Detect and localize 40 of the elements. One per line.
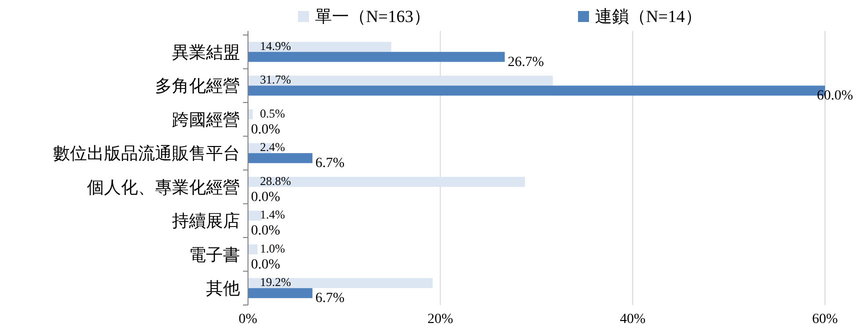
data-label: 6.7% [315,291,345,306]
bar [248,76,553,86]
bar [248,52,505,62]
data-label: 0.0% [251,122,280,138]
bar [248,176,525,187]
bar [248,210,262,221]
x-tick-label: 60% [812,312,838,326]
legend-label: 連鎖（N=14） [595,7,702,26]
legend-label: 單一（N=163） [315,7,430,26]
data-label: 19.2% [260,275,291,290]
data-label: 31.7% [260,72,291,87]
bar [248,109,253,120]
y-tick-label: 其他 [206,279,240,298]
data-label: 14.9% [260,38,291,53]
data-label: 2.4% [260,140,285,154]
x-tick-label: 0% [238,312,258,326]
data-label: 1.0% [260,241,285,256]
data-label: 1.4% [260,208,285,222]
data-label: 6.7% [315,156,345,172]
data-label: 0.5% [260,106,285,120]
y-tick-label: 持續展店 [172,212,240,231]
data-label: 28.8% [260,174,291,188]
bar [248,288,312,298]
x-tick-label: 40% [620,312,646,326]
y-tick-label: 跨國經營 [172,110,240,130]
y-tick-label: 多角化經營 [155,76,240,96]
data-label: 0.0% [251,190,280,205]
x-tick-label: 20% [427,312,454,326]
y-tick-label: 數位出版品流通販售平台 [53,144,240,164]
bar [248,42,392,52]
data-label: 0.0% [251,257,280,272]
y-tick-label: 個人化、專業化經營 [87,178,240,197]
y-tick-label: 電子書 [189,245,240,264]
bar [248,278,433,288]
data-label: 60.0% [816,88,854,104]
bar [248,244,258,254]
bar [248,153,312,164]
data-label: 26.7% [508,54,544,70]
y-tick-label: 異業結盟 [172,42,240,62]
data-label: 0.0% [251,224,280,239]
